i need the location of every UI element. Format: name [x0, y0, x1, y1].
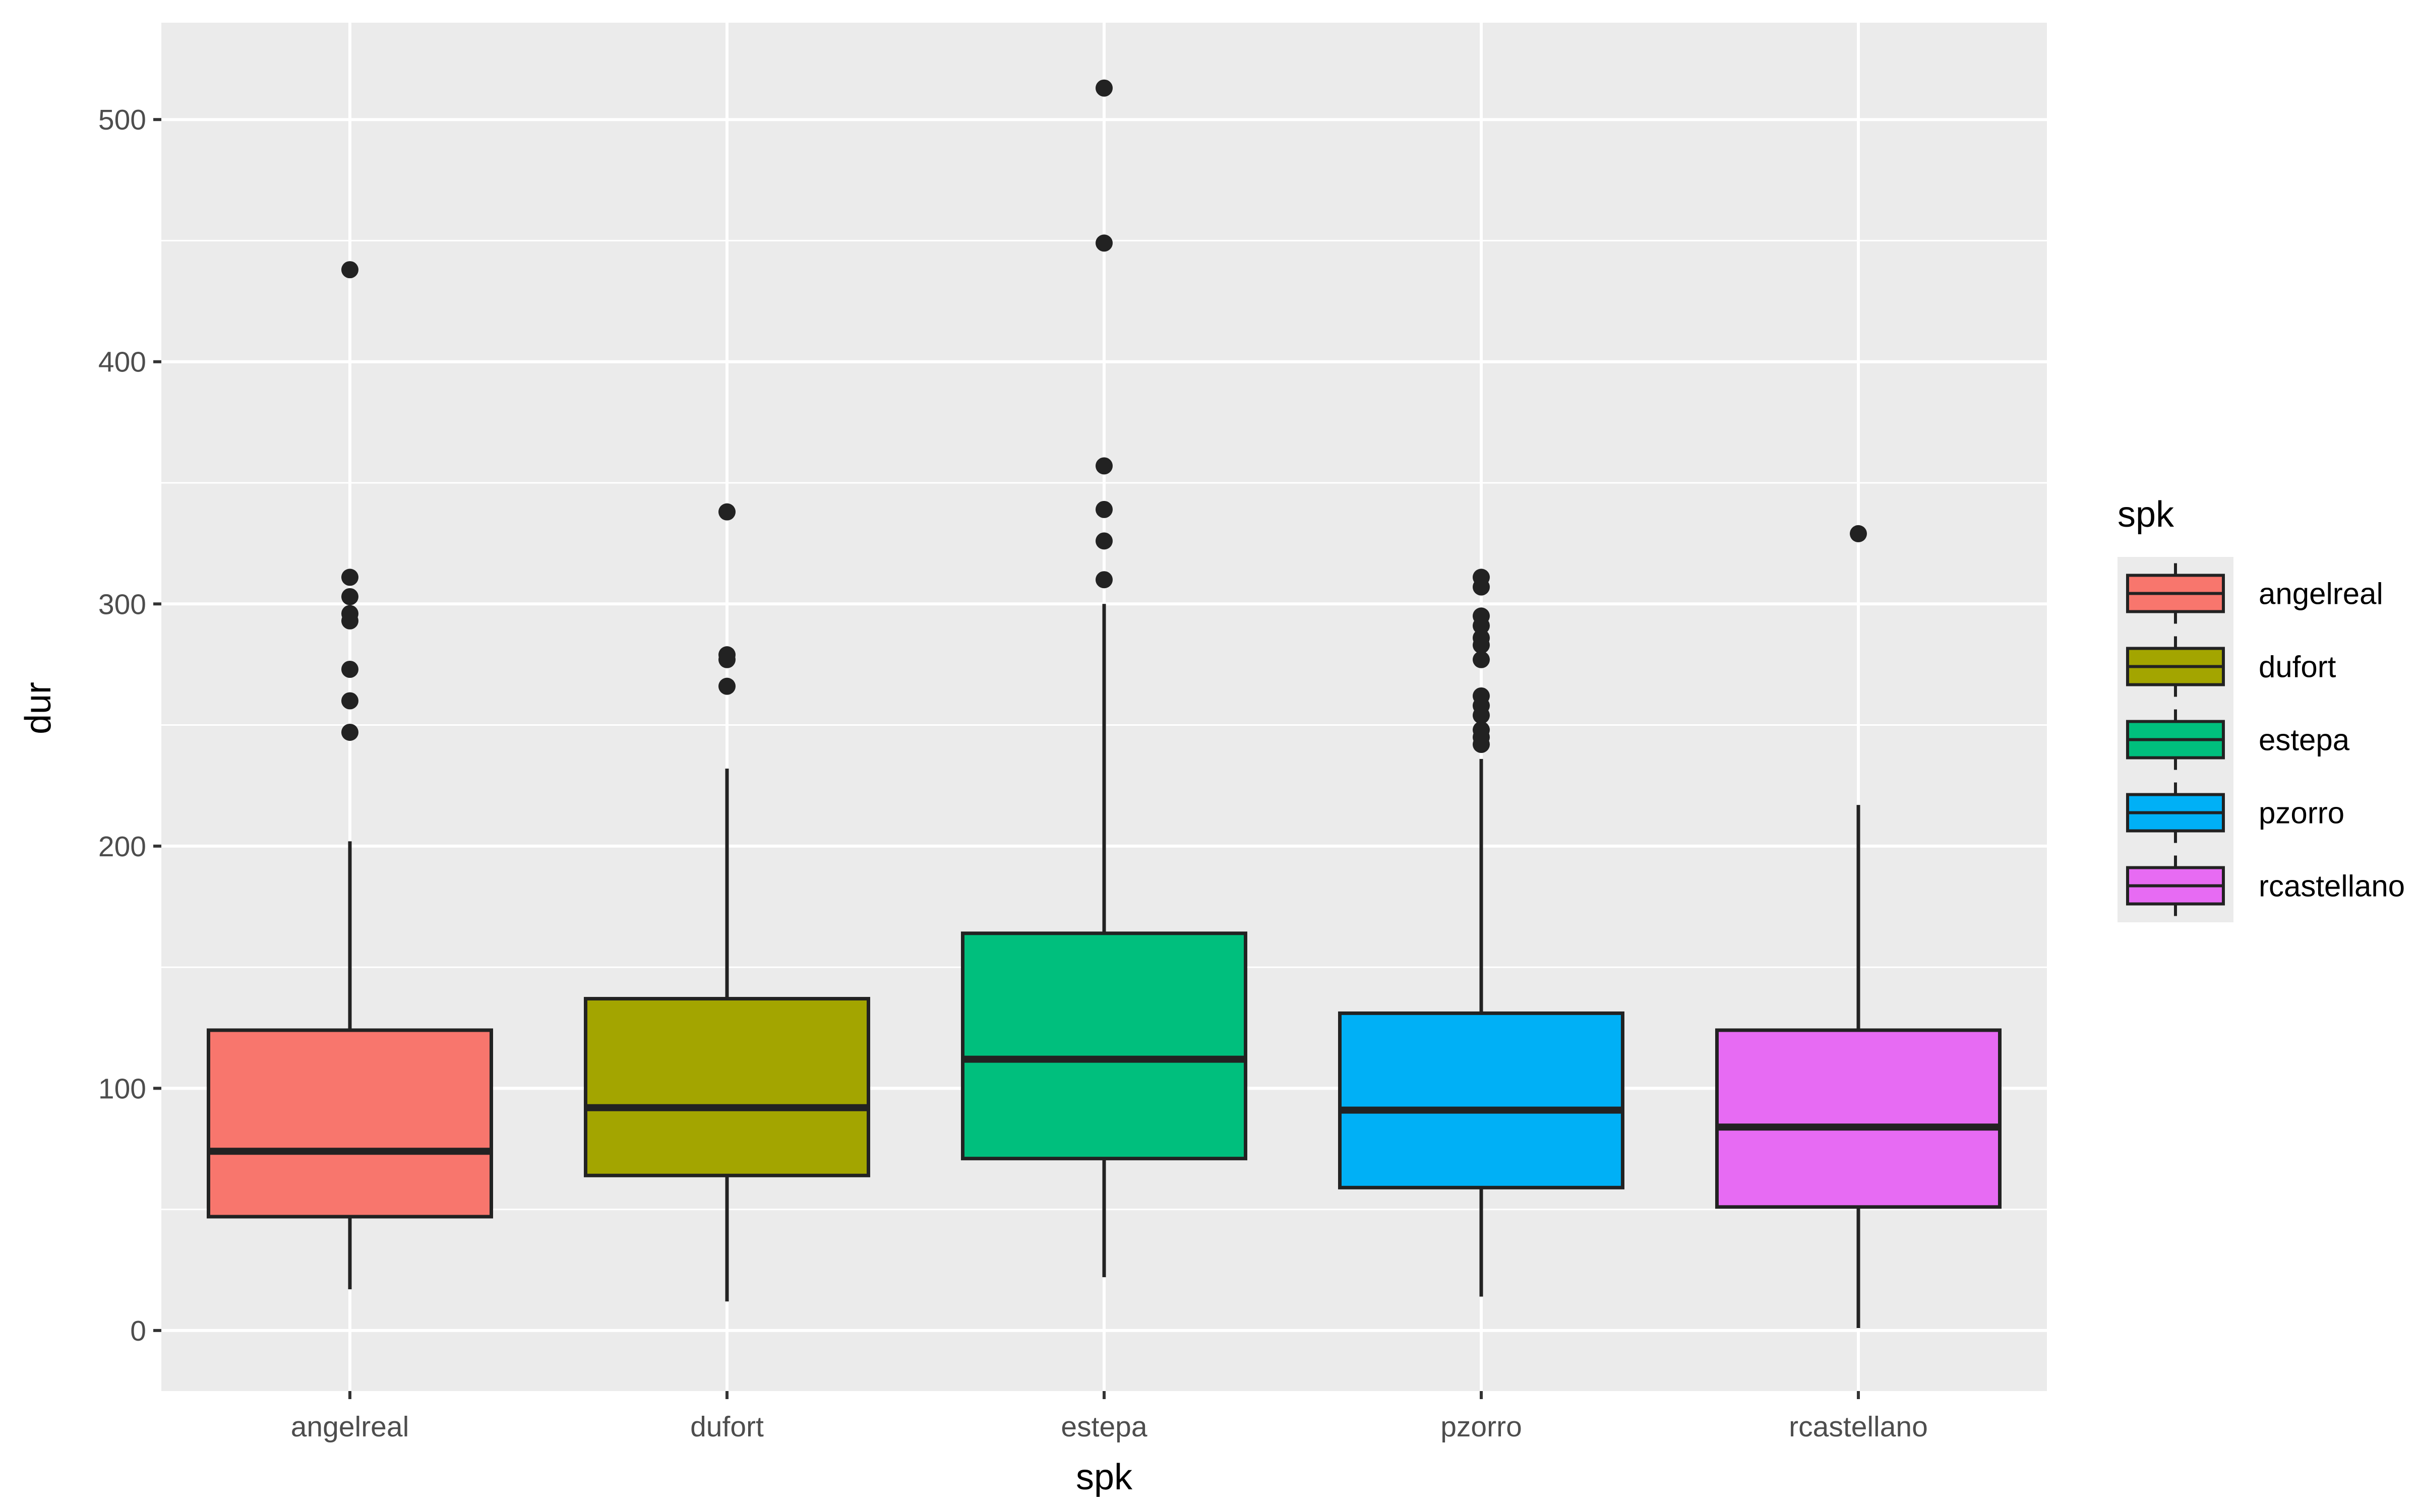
outlier-point — [1473, 578, 1490, 596]
y-tick-label: 0 — [130, 1315, 146, 1347]
iqr-box — [207, 1028, 493, 1219]
outlier-point — [1096, 532, 1113, 550]
outlier-point — [1473, 651, 1490, 668]
y-axis-title: dur — [18, 682, 58, 734]
box-pzorro — [1338, 569, 1624, 1297]
outlier-point — [341, 723, 358, 741]
x-tick-label: dufort — [690, 1411, 764, 1443]
y-axis: 0 100 200 300 400 500 — [98, 104, 161, 1347]
x-tick-label: estepa — [1061, 1411, 1147, 1443]
legend-item-rcastellano: rcastellano — [2126, 855, 2405, 916]
y-tick-label: 500 — [98, 104, 146, 136]
outlier-point — [1096, 500, 1113, 518]
iqr-box — [961, 931, 1247, 1161]
outlier-point — [341, 588, 358, 605]
iqr-box — [1338, 1011, 1624, 1189]
outlier-point — [1096, 79, 1113, 97]
box-series — [207, 79, 2002, 1329]
legend-label: dufort — [2259, 650, 2336, 684]
outlier-point — [718, 677, 736, 695]
y-tick-label: 200 — [98, 831, 146, 863]
y-tick-label: 400 — [98, 346, 146, 379]
iqr-box — [584, 997, 870, 1177]
outlier-point — [1096, 457, 1113, 475]
x-tick-label: pzorro — [1440, 1411, 1522, 1443]
legend-label: pzorro — [2259, 796, 2344, 830]
x-axis-title: spk — [1076, 1457, 1133, 1497]
box-rcastellano — [1715, 525, 2002, 1329]
legend-label: angelreal — [2259, 577, 2383, 611]
legend: spk angelreal dufort estepa pzorro rcastella… — [2118, 494, 2405, 922]
outlier-point — [1473, 617, 1490, 635]
outlier-point — [718, 503, 736, 521]
outlier-point — [341, 661, 358, 678]
legend-item-pzorro: pzorro — [2126, 782, 2344, 843]
box-estepa — [961, 79, 1247, 1278]
outlier-point — [341, 612, 358, 629]
x-axis: angelreal dufort estepa pzorro rcastellano — [291, 1391, 1928, 1443]
x-tick-label: angelreal — [291, 1411, 409, 1443]
outlier-point — [341, 569, 358, 586]
y-tick-label: 300 — [98, 588, 146, 620]
iqr-box — [1715, 1028, 2002, 1209]
outlier-point — [1096, 571, 1113, 589]
legend-item-dufort: dufort — [2126, 636, 2336, 697]
outlier-point — [1473, 636, 1490, 654]
x-tick-label: rcastellano — [1789, 1411, 1928, 1443]
outlier-point — [1473, 735, 1490, 753]
box-angelreal — [207, 261, 493, 1290]
box-dufort — [584, 503, 870, 1302]
legend-label: rcastellano — [2259, 869, 2405, 903]
legend-title: spk — [2118, 494, 2174, 535]
y-tick-label: 100 — [98, 1073, 146, 1105]
outlier-point — [341, 692, 358, 710]
outlier-point — [1473, 707, 1490, 724]
outlier-point — [341, 261, 358, 279]
legend-item-angelreal: angelreal — [2126, 563, 2383, 624]
outlier-point — [1850, 525, 1867, 542]
legend-label: estepa — [2259, 723, 2350, 757]
outlier-point — [718, 651, 736, 668]
legend-item-estepa: estepa — [2126, 709, 2350, 770]
outlier-point — [1096, 234, 1113, 252]
